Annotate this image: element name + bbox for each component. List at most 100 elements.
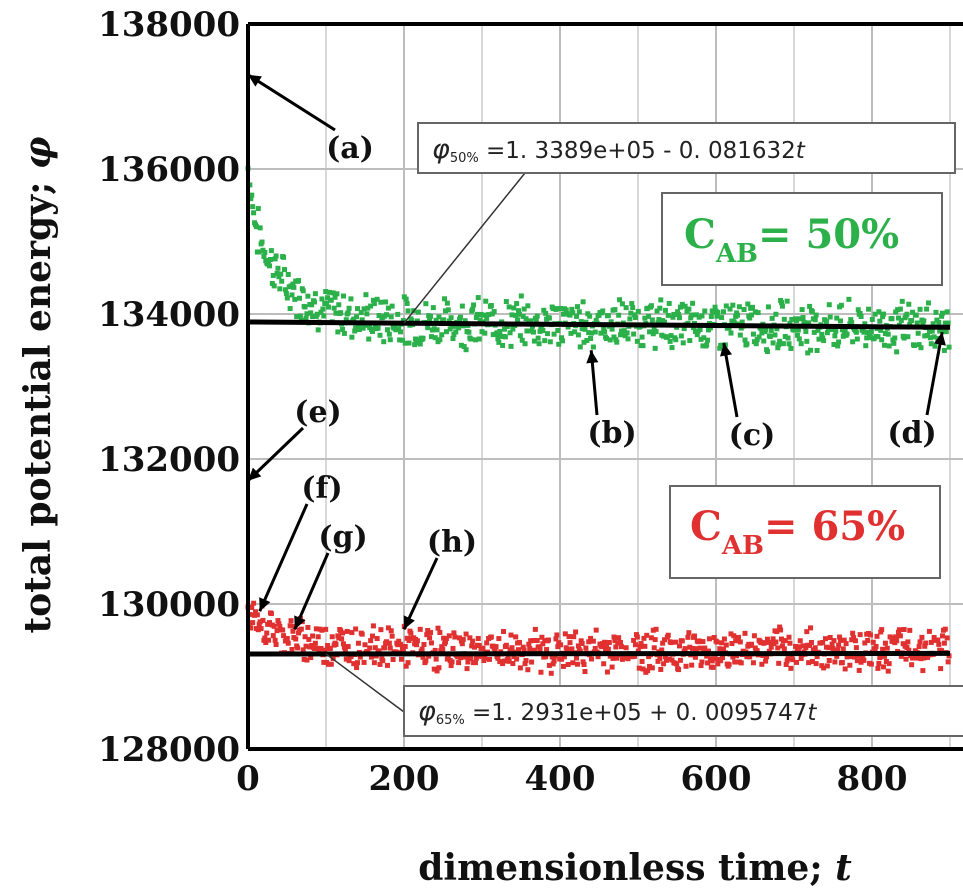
point-65 xyxy=(296,630,302,636)
point-50 xyxy=(459,303,465,309)
point-50 xyxy=(320,306,326,312)
point-65 xyxy=(538,669,544,675)
point-50 xyxy=(827,314,833,320)
point-50 xyxy=(516,308,522,314)
point-50 xyxy=(879,337,885,343)
point-50 xyxy=(399,337,405,343)
point-65 xyxy=(370,623,376,629)
point-65 xyxy=(315,634,321,640)
point-65 xyxy=(503,642,509,648)
point-50 xyxy=(508,343,514,349)
point-65 xyxy=(865,637,871,643)
point-50 xyxy=(789,316,795,322)
point-50 xyxy=(727,306,733,312)
point-65 xyxy=(837,637,843,643)
point-50 xyxy=(805,350,811,356)
point-65 xyxy=(509,645,515,651)
point-50 xyxy=(331,305,337,311)
point-65 xyxy=(302,634,308,640)
point-65 xyxy=(853,645,859,651)
point-50 xyxy=(869,316,875,322)
point-50 xyxy=(679,301,685,307)
point-50 xyxy=(453,329,459,335)
annotation-label: (c) xyxy=(729,418,776,453)
point-50 xyxy=(730,302,736,308)
point-65 xyxy=(907,627,913,633)
point-65 xyxy=(879,627,885,633)
point-50 xyxy=(324,300,330,306)
annotation-arrow xyxy=(246,426,305,482)
point-50 xyxy=(581,339,587,345)
point-50 xyxy=(901,335,907,341)
point-50 xyxy=(927,335,933,341)
point-65 xyxy=(590,638,596,644)
y-tick-label: 130000 xyxy=(98,585,240,625)
point-50 xyxy=(472,337,478,343)
point-65 xyxy=(941,640,947,646)
point-50 xyxy=(697,327,703,333)
point-65 xyxy=(510,661,516,667)
point-50 xyxy=(785,335,791,341)
point-50 xyxy=(355,306,361,312)
point-50 xyxy=(797,316,803,322)
point-50 xyxy=(922,333,928,339)
point-65 xyxy=(252,612,258,618)
point-65 xyxy=(881,664,887,670)
point-50 xyxy=(906,301,912,307)
point-65 xyxy=(284,635,290,641)
point-50 xyxy=(580,299,586,305)
point-50 xyxy=(875,334,881,340)
point-50 xyxy=(849,320,855,326)
point-50 xyxy=(834,315,840,321)
point-50 xyxy=(304,311,310,317)
point-50 xyxy=(491,309,497,315)
point-50 xyxy=(249,192,255,198)
point-65 xyxy=(443,636,449,642)
point-65 xyxy=(520,644,526,650)
point-65 xyxy=(650,627,656,633)
point-65 xyxy=(304,657,310,663)
point-50 xyxy=(627,316,633,322)
point-50 xyxy=(384,312,390,318)
point-65 xyxy=(599,644,605,650)
point-50 xyxy=(250,204,256,210)
point-65 xyxy=(289,646,295,652)
point-50 xyxy=(770,340,776,346)
point-50 xyxy=(689,312,695,318)
point-65 xyxy=(281,633,287,639)
point-50 xyxy=(710,309,716,315)
point-50 xyxy=(516,311,522,317)
point-50 xyxy=(808,347,814,353)
point-50 xyxy=(259,239,265,245)
point-65 xyxy=(928,639,934,645)
point-50 xyxy=(635,308,641,314)
point-65 xyxy=(922,643,928,649)
point-50 xyxy=(576,309,582,315)
point-65 xyxy=(431,666,437,672)
point-50 xyxy=(525,303,531,309)
annotation-label: (g) xyxy=(318,520,367,555)
fit-lines xyxy=(247,319,951,657)
point-50 xyxy=(497,329,503,335)
point-50 xyxy=(256,249,262,255)
point-50 xyxy=(326,289,332,295)
point-65 xyxy=(666,656,672,662)
point-65 xyxy=(441,635,447,641)
point-50 xyxy=(687,338,693,344)
point-65 xyxy=(427,635,433,641)
point-50 xyxy=(474,311,480,317)
point-65 xyxy=(325,643,331,649)
point-50 xyxy=(741,307,747,313)
point-50 xyxy=(398,329,404,335)
point-50 xyxy=(375,325,381,331)
point-50 xyxy=(358,310,364,316)
point-50 xyxy=(763,327,769,333)
point-50 xyxy=(868,329,874,335)
point-50 xyxy=(925,333,931,339)
point-50 xyxy=(896,315,902,321)
point-65 xyxy=(496,636,502,642)
point-50 xyxy=(925,300,931,306)
point-50 xyxy=(863,343,869,349)
point-50 xyxy=(866,306,872,312)
point-50 xyxy=(397,337,403,343)
